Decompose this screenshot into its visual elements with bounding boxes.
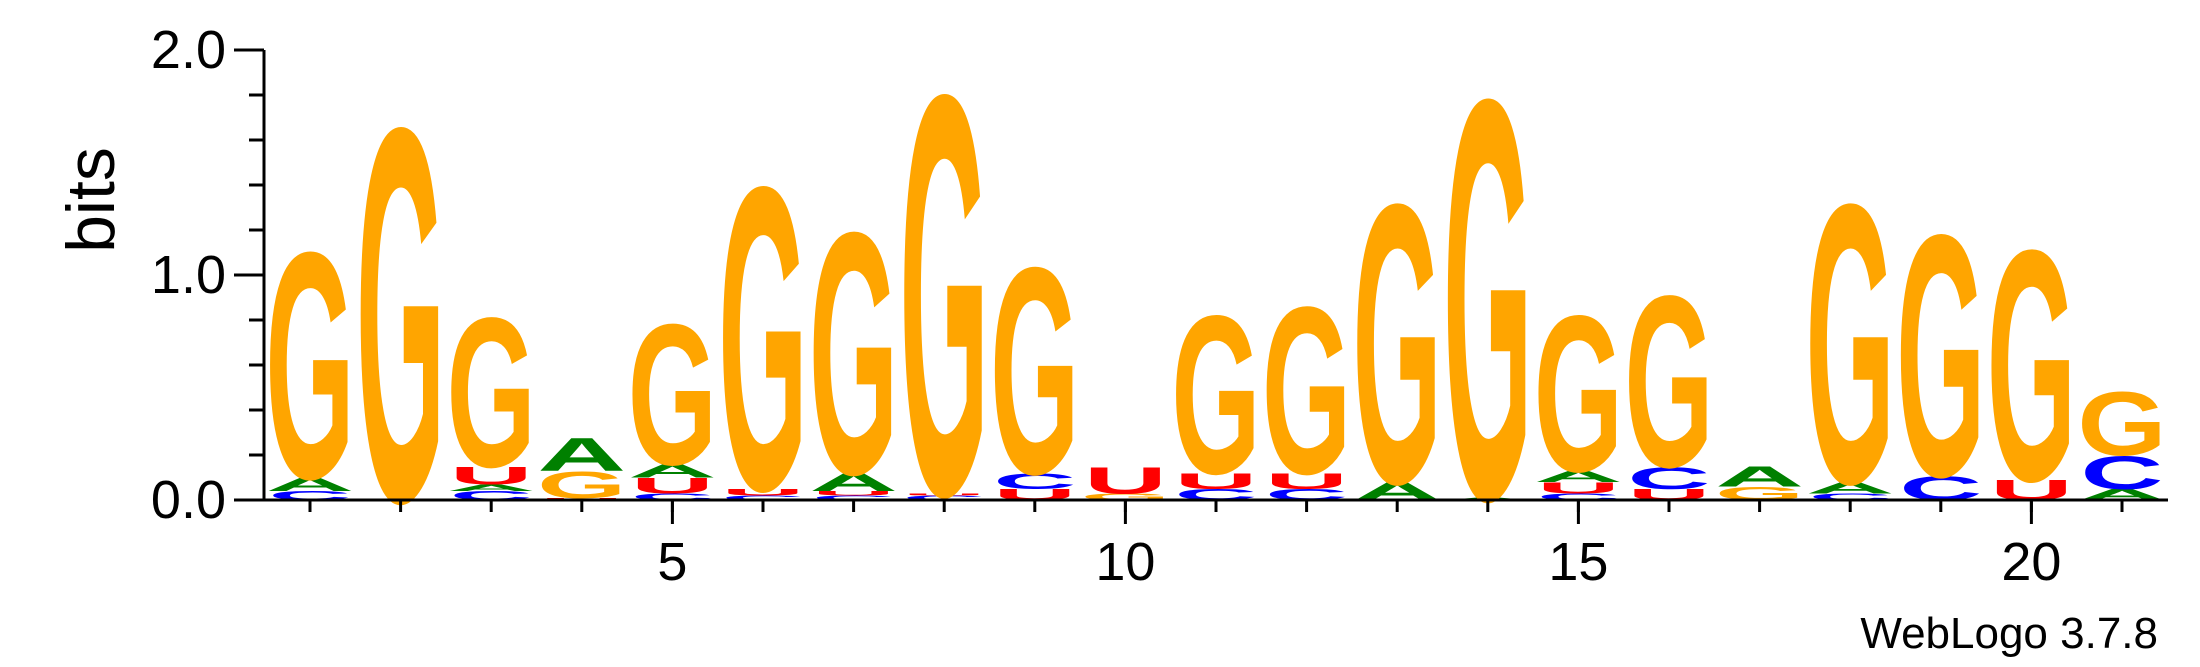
logo-letter-g: G: [1806, 122, 1895, 568]
y-tick-label: 2.0: [151, 20, 226, 80]
y-axis-label: bits: [53, 147, 129, 253]
x-tick-label: 15: [1548, 532, 1608, 592]
logo-letter-g: G: [900, 0, 989, 615]
logo-column-4: UGA: [537, 428, 626, 506]
logo-letter-c: C: [631, 492, 714, 503]
logo-letter-a: A: [1806, 479, 1895, 497]
axes: 0.0 1.0 2.0 5 10 15 20: [151, 20, 2168, 592]
logo-letter-g: G: [1353, 122, 1442, 568]
logo-letter-g: G: [1896, 163, 1985, 550]
logo-column-20: UG: [1987, 182, 2076, 551]
logo-letter-g: G: [2077, 372, 2166, 474]
logo-column-2: G: [356, 16, 445, 613]
logo-letter-u: U: [450, 462, 533, 490]
logo-letter-u: U: [1175, 469, 1258, 494]
logo-letter-u: U: [812, 490, 895, 497]
logo-letter-g: G: [990, 207, 1079, 537]
logo-letter-c: C: [2081, 446, 2164, 499]
logo-column-8: CUG: [900, 0, 989, 615]
x-tick-label: 20: [2001, 532, 2061, 592]
logo-letter-g: G: [1624, 245, 1713, 519]
x-tick-label: 5: [657, 532, 687, 592]
logo-letter-g: G: [628, 282, 717, 507]
logo-letter-a: A: [1534, 468, 1623, 486]
logo-letter-u: U: [1265, 469, 1348, 494]
logo-letter-g: G: [1262, 256, 1351, 524]
logo-letter-g: G: [265, 186, 354, 547]
logo-column-9: UCG: [990, 207, 1079, 537]
logo-letter-u: U: [1537, 479, 1620, 496]
logo-column-19: CG: [1896, 163, 1985, 550]
logo-column-12: CUG: [1262, 256, 1351, 524]
logo-letter-g: G: [1534, 268, 1623, 518]
logo-column-16: UCG: [1624, 245, 1713, 519]
logo-letter-u: U: [631, 473, 714, 498]
logo-letter-g: G: [1443, 0, 1532, 620]
logo-letter-u: U: [1084, 460, 1167, 502]
logo-letter-a: A: [1715, 461, 1804, 493]
logo-column-1: CAG: [265, 186, 354, 547]
x-tick-label: 10: [1095, 532, 1155, 592]
logo-letter-g: G: [356, 16, 445, 613]
logo-letter-u: U: [722, 487, 805, 498]
logo-letter-a: A: [537, 428, 626, 481]
logo-letter-a: A: [447, 483, 536, 493]
logo-column-11: CUG: [1171, 270, 1260, 522]
logo-letter-g: G: [447, 274, 536, 512]
y-tick-label: 0.0: [151, 470, 226, 530]
logo-letter-c: C: [1537, 492, 1620, 503]
logo-letter-c: C: [1809, 492, 1892, 503]
logo-letter-c: C: [903, 494, 986, 501]
weblogo-credit: WebLogo 3.7.8: [1860, 609, 2158, 658]
logo-letter-c: C: [722, 494, 805, 501]
logo-letter-g: G: [1987, 182, 2076, 551]
logo-letter-a: A: [809, 468, 898, 496]
logo-letter-g: G: [1081, 492, 1170, 503]
logo-letter-c: C: [993, 469, 1076, 494]
y-tick-label: 1.0: [151, 245, 226, 305]
logo-column-17: GA: [1715, 461, 1804, 504]
letter-stacks: CAGGCAUGUGACUAGCUGCUAGCUGUCGGUCUGCUGAGAG…: [265, 0, 2166, 620]
logo-letter-u: U: [903, 493, 986, 497]
logo-column-10: GU: [1081, 460, 1170, 502]
logo-letter-c: C: [1628, 460, 1711, 495]
logo-letter-g: G: [1171, 270, 1260, 522]
logo-column-21: ACG: [2077, 372, 2166, 503]
logo-letter-g: G: [809, 160, 898, 547]
logo-column-14: AG: [1443, 0, 1532, 620]
logo-letter-a: A: [628, 460, 717, 481]
logo-letter-a: A: [266, 474, 355, 495]
logo-letter-c: C: [812, 494, 895, 501]
logo-column-18: CAG: [1806, 122, 1895, 568]
